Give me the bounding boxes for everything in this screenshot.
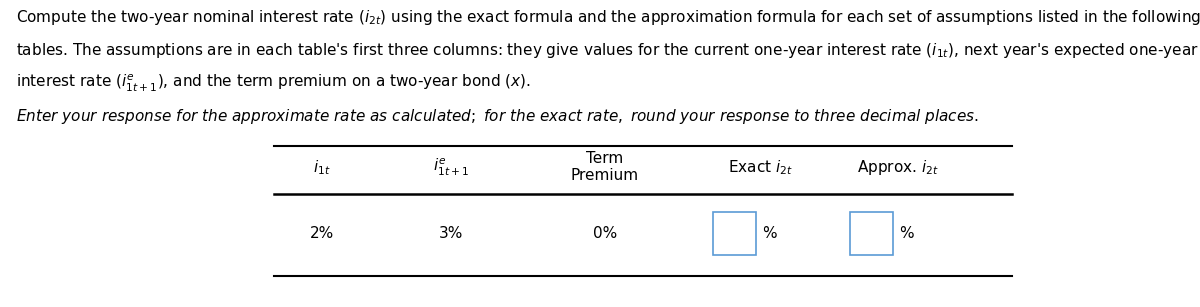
Text: 0%: 0% <box>593 226 617 241</box>
Text: $\it{Enter\ your\ response\ for\ the\ approximate\ rate\ as\ calculated;\ for\ t: $\it{Enter\ your\ response\ for\ the\ ap… <box>16 107 978 126</box>
Text: %: % <box>899 226 913 241</box>
Text: tables. The assumptions are in each table's first three columns: they give value: tables. The assumptions are in each tabl… <box>16 41 1199 60</box>
Text: Compute the two-year nominal interest rate ($i_{2t}$) using the exact formula an: Compute the two-year nominal interest ra… <box>16 8 1200 27</box>
Text: interest rate ($i^e_{1t+1}$), and the term premium on a two-year bond ($x$).: interest rate ($i^e_{1t+1}$), and the te… <box>16 73 530 94</box>
Text: 2%: 2% <box>310 226 334 241</box>
Text: Term: Term <box>586 151 624 166</box>
Text: Exact $i_{2t}$: Exact $i_{2t}$ <box>728 158 793 177</box>
Text: Premium: Premium <box>571 168 638 183</box>
FancyBboxPatch shape <box>713 212 756 255</box>
FancyBboxPatch shape <box>850 212 893 255</box>
Text: %: % <box>762 226 776 241</box>
Text: 3%: 3% <box>439 226 463 241</box>
Text: $i^e_{1t+1}$: $i^e_{1t+1}$ <box>433 157 469 178</box>
Text: Approx. $i_{2t}$: Approx. $i_{2t}$ <box>857 158 938 177</box>
Text: $i_{1t}$: $i_{1t}$ <box>313 158 330 177</box>
